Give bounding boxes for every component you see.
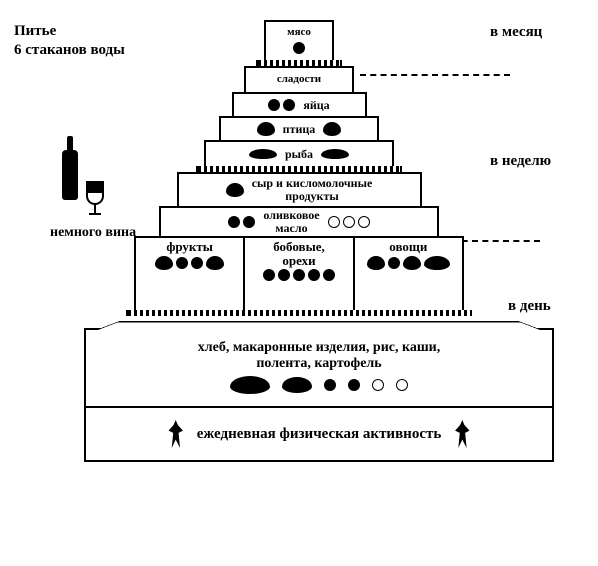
tier-grains: хлеб, макаронные изделия, рис, каши, пол… bbox=[86, 330, 552, 408]
tier-dairy-label: сыр и кисломолочные продукты bbox=[248, 176, 377, 203]
tier-activity: ежедневная физическая активность bbox=[86, 408, 552, 460]
tier-fish-label: рыба bbox=[281, 147, 317, 162]
veggies-icons bbox=[363, 254, 454, 272]
tier-fish: рыба bbox=[204, 140, 394, 166]
poultry-icons-l bbox=[253, 120, 279, 138]
tier-sweets: сладости bbox=[244, 66, 354, 92]
col-legumes-label: бобовые, орехи bbox=[273, 240, 325, 267]
tier-oil-label: оливковое масло bbox=[259, 208, 323, 235]
fish-icons-r bbox=[317, 147, 353, 161]
col-veggies-label: овощи bbox=[389, 240, 427, 254]
oil-icons-l bbox=[224, 214, 259, 230]
runner-left-icon bbox=[167, 420, 185, 448]
separator-3 bbox=[126, 310, 472, 316]
tier-dairy: сыр и кисломолочные продукты bbox=[177, 172, 422, 206]
tier-produce: фрукты бобовые, орехи овощи bbox=[134, 236, 464, 310]
eggs-icons bbox=[264, 97, 299, 113]
oil-icons-r bbox=[324, 214, 374, 230]
bottle-icon bbox=[62, 150, 78, 200]
poultry-icons-r bbox=[319, 120, 345, 138]
legumes-icons bbox=[259, 267, 339, 283]
meat-icons bbox=[289, 40, 309, 56]
tier-meat: мясо bbox=[264, 20, 334, 60]
base-slab: хлеб, макаронные изделия, рис, каши, пол… bbox=[84, 328, 554, 462]
tier-grains-label: хлеб, макаронные изделия, рис, каши, пол… bbox=[198, 340, 440, 371]
tier-eggs: яйца bbox=[232, 92, 367, 116]
col-legumes: бобовые, орехи bbox=[245, 238, 354, 310]
col-fruits: фрукты bbox=[136, 238, 245, 310]
drink-title: Питье bbox=[14, 23, 56, 39]
grains-icons bbox=[226, 374, 412, 396]
col-veggies: овощи bbox=[355, 238, 462, 310]
tier-poultry-label: птица bbox=[279, 122, 320, 137]
dairy-icons-l bbox=[222, 181, 248, 199]
tier-eggs-label: яйца bbox=[299, 98, 333, 113]
fruits-icons bbox=[151, 254, 228, 272]
tier-meat-label: мясо bbox=[283, 26, 315, 40]
tier-sweets-label: сладости bbox=[273, 73, 325, 87]
runner-right-icon bbox=[453, 420, 471, 448]
tier-oil: оливковое масло bbox=[159, 206, 439, 236]
tier-activity-label: ежедневная физическая активность bbox=[197, 426, 442, 443]
fish-icons-l bbox=[245, 147, 281, 161]
label-daily: в день bbox=[508, 298, 551, 315]
food-pyramid: мясо сладости яйца птица рыба bbox=[84, 20, 514, 462]
stage: Питье 6 стаканов воды в месяц в неделю в… bbox=[0, 0, 598, 566]
tier-poultry: птица bbox=[219, 116, 379, 140]
col-fruits-label: фрукты bbox=[166, 240, 213, 254]
